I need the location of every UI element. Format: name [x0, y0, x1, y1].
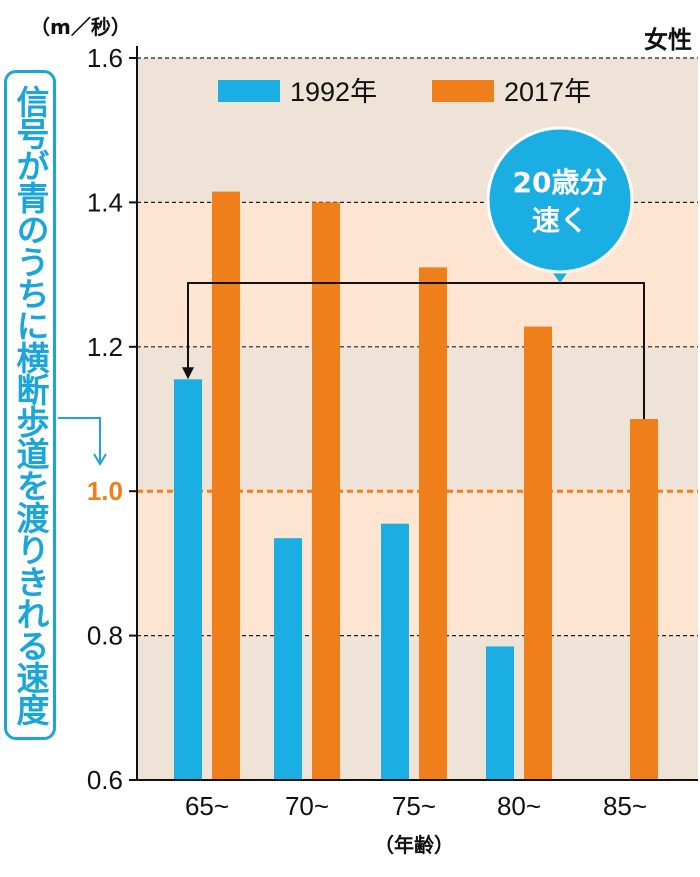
bar-series1-3 — [486, 646, 514, 780]
y-tick-labels: 0.6 0.8 1.0 1.2 1.4 1.6 — [87, 43, 123, 795]
y-tick-label: 0.8 — [87, 621, 123, 651]
bar-series2-3 — [524, 326, 552, 780]
bars — [174, 191, 658, 780]
y-tick-label: 1.0 — [87, 476, 123, 506]
x-tick-label: 65~ — [185, 791, 229, 821]
y-tick-label: 1.4 — [87, 187, 123, 217]
x-tick-label: 80~ — [497, 791, 541, 821]
callout-line1: 20歳分 — [513, 166, 608, 199]
y-tick-label: 1.6 — [87, 43, 123, 73]
side-label: 信号が青のうちに横断歩道を渡りきれる速度 — [4, 70, 56, 740]
bar-series2-0 — [212, 191, 240, 780]
bar-series2-1 — [312, 202, 340, 780]
legend-swatch — [218, 80, 280, 102]
side-label-arrow — [58, 417, 107, 466]
bar-series1-1 — [274, 538, 302, 780]
legend-swatch — [432, 80, 494, 102]
bar-series1-0 — [174, 379, 202, 780]
y-tick-label: 0.6 — [87, 765, 123, 795]
x-axis-label: （年齢） — [374, 833, 454, 857]
callout-line2: 速く — [532, 204, 588, 237]
y-tick-label: 1.2 — [87, 332, 123, 362]
gender-label: 女性 — [644, 26, 692, 54]
comparison-bracket — [182, 282, 645, 419]
unit-label: （m／秒） — [30, 15, 131, 39]
bracket-arrowhead — [182, 367, 194, 380]
x-tick-label: 70~ — [285, 791, 329, 821]
bar-series1-2 — [381, 523, 409, 780]
x-tick-label: 85~ — [603, 791, 647, 821]
x-tick-labels: 65~ 70~ 75~ 80~ 85~ — [185, 791, 647, 821]
callout-circle — [486, 126, 634, 274]
legend-label: 2017年 — [504, 77, 591, 107]
bracket-line — [187, 282, 645, 419]
bar-series2-2 — [419, 267, 447, 780]
axes — [129, 46, 698, 781]
bar-series2-4 — [630, 419, 658, 780]
x-tick-label: 75~ — [392, 791, 436, 821]
legend: 1992年 2017年 — [218, 77, 591, 107]
legend-label: 1992年 — [290, 77, 377, 107]
